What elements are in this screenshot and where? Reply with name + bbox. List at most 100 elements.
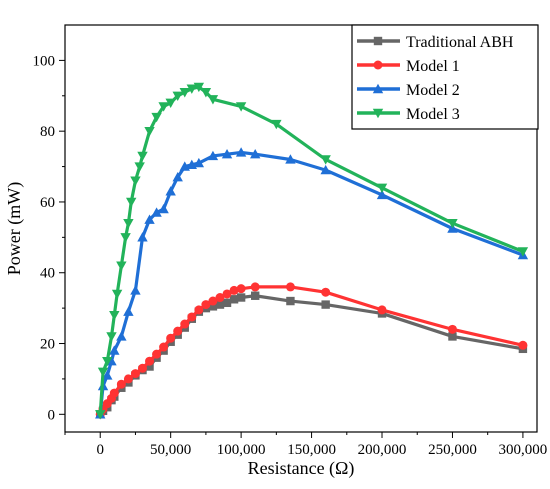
legend-swatch-marker — [372, 108, 384, 119]
data-point — [179, 88, 190, 98]
data-point — [376, 183, 388, 193]
legend: Traditional ABH Model 1 Model 2 Model 3 — [351, 24, 539, 130]
legend-label: Traditional ABH — [406, 34, 514, 51]
data-point — [207, 95, 219, 105]
series-line — [98, 294, 525, 416]
data-point — [207, 150, 219, 161]
legend-label: Model 1 — [406, 58, 460, 75]
data-point — [376, 189, 388, 200]
data-point — [321, 300, 330, 309]
data-point — [235, 102, 247, 112]
data-point — [448, 332, 457, 341]
x-tick-label: 50,000 — [150, 442, 191, 458]
data-point — [517, 247, 529, 257]
data-point — [116, 331, 127, 341]
series-model-2 — [95, 147, 529, 419]
data-point — [144, 126, 155, 137]
data-point — [285, 282, 295, 292]
data-point — [137, 232, 148, 242]
y-tick-label: 20 — [40, 337, 55, 353]
data-point — [285, 154, 296, 164]
axes: 0 50,000 100,000 150,000 200,000 250,000 300,0… — [4, 24, 548, 479]
data-point — [165, 98, 176, 109]
data-point — [518, 340, 528, 350]
data-point — [152, 349, 162, 359]
data-point — [130, 176, 141, 186]
series-model-1 — [95, 282, 528, 419]
data-point — [116, 379, 126, 389]
data-point — [158, 102, 169, 112]
data-point — [320, 155, 331, 165]
data-point — [97, 367, 109, 378]
legend-item: Model 3 — [357, 106, 460, 123]
data-point — [447, 218, 458, 229]
data-point — [236, 293, 246, 302]
data-point — [377, 305, 387, 315]
data-point — [137, 151, 148, 162]
legend-swatch-marker — [372, 83, 384, 94]
x-tick-label: 200,000 — [358, 442, 407, 458]
data-point — [229, 295, 239, 304]
data-point — [222, 298, 232, 308]
data-point — [200, 88, 212, 98]
data-point — [250, 148, 261, 159]
x-tick-label: 150,000 — [287, 442, 336, 458]
x-axis-title: Resistance (Ω) — [248, 458, 355, 479]
data-point — [144, 214, 155, 224]
legend-item: Model 1 — [357, 58, 460, 75]
data-point — [236, 284, 246, 294]
data-point — [321, 287, 331, 297]
data-point — [215, 300, 225, 309]
x-tick-label: 300,000 — [499, 442, 548, 458]
data-point — [251, 291, 260, 300]
data-point — [286, 296, 295, 306]
series-line — [98, 85, 525, 416]
data-point — [172, 91, 183, 101]
data-point — [134, 162, 145, 172]
data-point — [235, 147, 247, 157]
y-tick-label: 0 — [48, 407, 56, 423]
data-point — [221, 148, 233, 159]
x-tick-label: 100,000 — [217, 442, 266, 458]
data-point — [250, 282, 260, 292]
legend-swatch-marker — [373, 36, 383, 46]
data-point — [120, 233, 131, 243]
legend-item: Model 2 — [357, 82, 460, 99]
data-point — [172, 171, 183, 182]
data-point — [151, 112, 162, 123]
data-point — [186, 84, 198, 94]
data-point — [123, 218, 134, 229]
data-point — [222, 289, 232, 299]
data-point — [151, 207, 162, 217]
legend-item: Traditional ABH — [357, 34, 514, 51]
data-point — [193, 82, 205, 93]
data-point — [95, 410, 106, 420]
series-model-3 — [95, 82, 529, 420]
data-point — [158, 203, 169, 214]
data-point — [109, 388, 119, 398]
y-axis-title: Power (mW) — [4, 182, 25, 275]
data-point — [106, 332, 117, 342]
data-point — [215, 293, 225, 303]
data-point — [126, 197, 137, 208]
data-point — [130, 285, 141, 295]
x-tick-label: 250,000 — [428, 442, 477, 458]
data-point — [165, 186, 176, 196]
data-point — [123, 374, 133, 384]
data-point — [166, 333, 176, 343]
legend-label: Model 3 — [406, 106, 460, 123]
data-point — [229, 285, 239, 295]
data-point — [173, 326, 183, 336]
data-point — [145, 362, 154, 371]
plot-frame — [64, 24, 538, 433]
x-tick-label: 0 — [96, 442, 104, 458]
data-point — [320, 164, 331, 175]
y-tick-label: 80 — [40, 124, 55, 140]
data-point — [180, 319, 190, 329]
series-layer — [95, 82, 529, 420]
data-point — [102, 370, 113, 380]
data-point — [102, 357, 113, 367]
data-point — [187, 312, 197, 322]
